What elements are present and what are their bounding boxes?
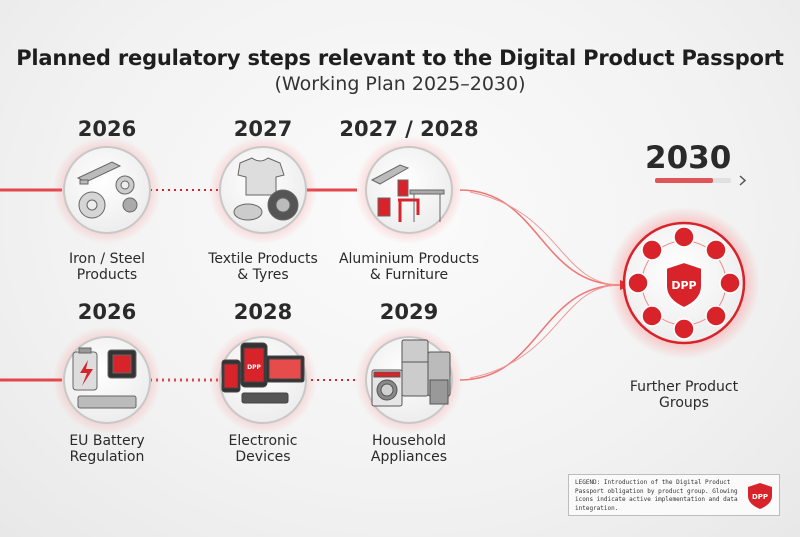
electronic-devices-icon [221,342,305,404]
aluminium-furniture-icon [370,164,445,222]
legend-shield-icon: DPP [748,483,772,509]
label-final: Further Product Groups [599,379,769,411]
label-step-6-line1: Household [371,433,447,449]
circle-household [355,326,463,434]
year-step-4: 2026 [77,300,137,324]
legend-badge-text: DPP [752,493,768,501]
label-step-4-line1: EU Battery [69,433,145,449]
label-step-4-line2: Regulation [69,449,145,465]
product-group-icons [627,226,741,340]
year-step-5: 2028 [233,300,293,324]
battery-icon [72,347,137,409]
label-step-6: Household Appliances [324,433,494,465]
year-step-6: 2029 [379,300,439,324]
label-step-3-line1: Aluminium Products [338,251,480,267]
label-step-5-line1: Electronic [228,433,298,449]
year-progress-bar [655,175,747,186]
circle-further-groups: DPP [608,207,760,359]
tshirt-tyre-icon [233,157,299,221]
label-step-1-line1: Iron / Steel [68,251,146,267]
label-step-6-line2: Appliances [370,449,448,465]
page-subtitle: (Working Plan 2025–2030) [274,73,526,95]
label-step-5-line2: Devices [235,449,291,465]
label-step-3-line2: & Furniture [369,267,449,283]
circle-battery [53,326,161,434]
label-final-line1: Further Product [629,379,739,395]
circle-electronic: DPP [209,326,317,434]
final-badge-text: DPP [671,279,696,292]
circle-textile-tyres [209,136,317,244]
legend-text: LEGEND: Introduction of the Digital Prod… [575,479,738,512]
circle-iron-steel [53,136,161,244]
year-final: 2030 [645,140,732,176]
label-step-2-line2: & Tyres [237,267,289,283]
year-step-3: 2027 / 2028 [339,117,479,141]
label-final-line2: Groups [659,395,709,411]
label-step-1-line2: Products [76,267,138,283]
label-step-1: Iron / Steel Products [22,251,192,283]
label-step-2-line1: Textile Products [208,251,318,267]
year-step-2: 2027 [233,117,293,141]
label-step-3: Aluminium Products & Furniture [324,251,494,283]
steel-beams-icon [76,161,138,219]
page-title: Planned regulatory steps relevant to the… [16,46,784,70]
year-step-1: 2026 [77,117,137,141]
dpp-shield-icon [665,260,703,310]
device-badge-text: DPP [247,364,261,371]
label-step-4: EU Battery Regulation [22,433,192,465]
label-step-2: Textile Products & Tyres [178,251,348,283]
circle-aluminium-furniture [355,136,463,244]
label-step-5: Electronic Devices [178,433,348,465]
legend-box: LEGEND: Introduction of the Digital Prod… [568,474,780,516]
household-appliances-icon [371,339,451,407]
